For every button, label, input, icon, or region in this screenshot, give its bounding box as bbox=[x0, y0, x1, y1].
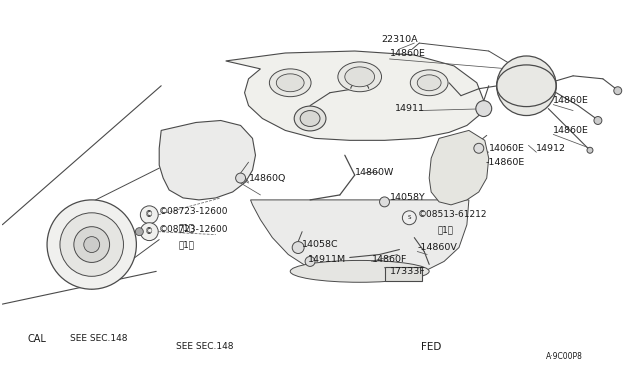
Text: SEE SEC.148: SEE SEC.148 bbox=[70, 334, 127, 343]
Ellipse shape bbox=[338, 62, 381, 92]
Text: 14860F: 14860F bbox=[372, 255, 407, 264]
Polygon shape bbox=[250, 200, 469, 279]
Text: 14911: 14911 bbox=[394, 104, 424, 113]
Polygon shape bbox=[153, 49, 491, 279]
Circle shape bbox=[403, 211, 416, 225]
Text: 14058C: 14058C bbox=[302, 240, 339, 249]
Ellipse shape bbox=[345, 67, 374, 87]
Circle shape bbox=[236, 173, 246, 183]
Circle shape bbox=[380, 197, 390, 207]
Bar bbox=[385, 267, 422, 281]
Polygon shape bbox=[226, 51, 484, 140]
Circle shape bbox=[497, 56, 556, 116]
Text: 14911M: 14911M bbox=[308, 255, 346, 264]
Circle shape bbox=[587, 147, 593, 153]
Ellipse shape bbox=[294, 106, 326, 131]
Circle shape bbox=[474, 143, 484, 153]
Circle shape bbox=[84, 237, 100, 253]
Circle shape bbox=[140, 206, 158, 224]
Text: ©08513-61212: ©08513-61212 bbox=[417, 210, 487, 219]
Text: 14860W: 14860W bbox=[355, 168, 394, 177]
Text: 14860E: 14860E bbox=[553, 96, 589, 105]
Ellipse shape bbox=[290, 260, 429, 282]
Text: 14860E: 14860E bbox=[553, 126, 589, 135]
Circle shape bbox=[47, 200, 136, 289]
Ellipse shape bbox=[300, 110, 320, 126]
Text: 14058Y: 14058Y bbox=[390, 193, 425, 202]
Circle shape bbox=[74, 227, 109, 262]
Circle shape bbox=[60, 213, 124, 276]
Text: ©08723-12600: ©08723-12600 bbox=[159, 225, 228, 234]
Ellipse shape bbox=[276, 74, 304, 92]
Text: （1）: （1） bbox=[179, 223, 195, 232]
Circle shape bbox=[476, 101, 492, 116]
Text: -14860E: -14860E bbox=[486, 158, 525, 167]
Text: ©: © bbox=[145, 227, 154, 236]
Text: 14912: 14912 bbox=[536, 144, 566, 153]
Polygon shape bbox=[159, 121, 255, 200]
Text: S: S bbox=[408, 215, 411, 220]
Text: A·9C00P8: A·9C00P8 bbox=[547, 352, 583, 361]
Ellipse shape bbox=[269, 69, 311, 97]
Circle shape bbox=[594, 116, 602, 125]
Circle shape bbox=[614, 87, 621, 95]
Circle shape bbox=[292, 241, 304, 253]
Text: -14860V: -14860V bbox=[417, 243, 457, 252]
Text: ©08723-12600: ©08723-12600 bbox=[159, 207, 228, 216]
Text: FED: FED bbox=[421, 342, 442, 352]
Text: 17333F: 17333F bbox=[390, 267, 425, 276]
Ellipse shape bbox=[410, 70, 448, 96]
Circle shape bbox=[305, 256, 315, 266]
Text: CAL: CAL bbox=[28, 334, 46, 344]
Ellipse shape bbox=[417, 75, 441, 91]
Circle shape bbox=[136, 228, 143, 235]
Text: 14860Q: 14860Q bbox=[248, 174, 286, 183]
Text: SEE SEC.148: SEE SEC.148 bbox=[176, 342, 234, 351]
Circle shape bbox=[140, 223, 158, 241]
Polygon shape bbox=[429, 131, 489, 205]
Text: 22310A: 22310A bbox=[381, 35, 418, 44]
Text: 14060E: 14060E bbox=[489, 144, 525, 153]
Text: ©: © bbox=[145, 210, 154, 219]
Text: 14860E: 14860E bbox=[390, 49, 426, 58]
Text: （1）: （1） bbox=[437, 225, 453, 234]
Text: （1）: （1） bbox=[179, 240, 195, 249]
